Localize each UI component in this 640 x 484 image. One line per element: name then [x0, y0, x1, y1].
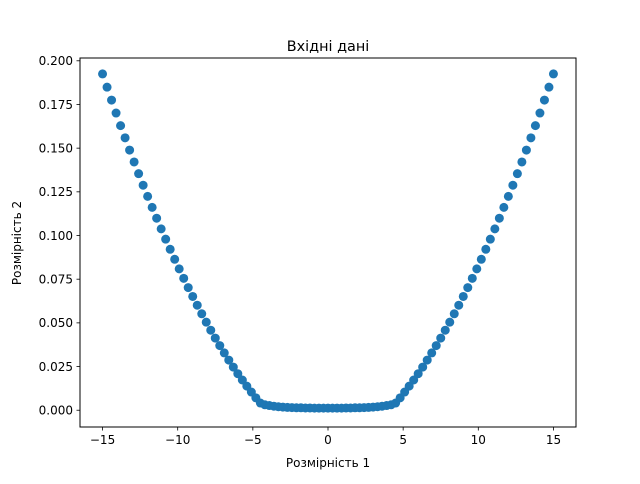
data-point [125, 145, 135, 155]
y-tick-label: 0.000 [39, 404, 73, 418]
y-axis-ticks: 0.000 0.025 0.050 0.075 0.100 0.125 0.150 0.175… [39, 54, 80, 418]
data-point [530, 121, 540, 131]
plot-area-frame [79, 57, 577, 428]
data-point [427, 348, 437, 358]
data-point [107, 95, 117, 105]
data-point [535, 108, 545, 118]
y-tick-label: 0.075 [39, 272, 73, 286]
data-point [481, 244, 491, 254]
data-point [219, 348, 229, 358]
data-point [512, 169, 522, 179]
data-point [445, 317, 455, 327]
y-tick-label: 0.125 [39, 185, 73, 199]
data-point [458, 291, 468, 301]
data-point [161, 234, 171, 244]
data-point [98, 69, 108, 79]
data-point [436, 333, 446, 343]
data-point [413, 369, 423, 379]
data-point [188, 291, 198, 301]
data-point [476, 254, 486, 264]
x-tick-label: 10 [471, 433, 486, 447]
chart-title: Вхідні дані [287, 39, 370, 55]
data-point [111, 108, 121, 118]
data-point [192, 300, 202, 310]
data-point [201, 317, 211, 327]
data-point [422, 355, 432, 365]
data-point [544, 82, 554, 92]
data-point [418, 362, 428, 372]
data-point [521, 145, 531, 155]
data-point [431, 341, 441, 351]
data-point [183, 283, 193, 293]
y-tick-label: 0.050 [39, 316, 73, 330]
data-point [120, 133, 130, 143]
y-tick-label: 0.025 [39, 360, 73, 374]
data-point [409, 375, 419, 385]
x-tick-label: −5 [244, 433, 262, 447]
data-point [179, 273, 189, 283]
data-point [224, 355, 234, 365]
data-point [152, 213, 162, 223]
data-point [215, 341, 225, 351]
data-point [485, 234, 495, 244]
data-point [503, 191, 513, 201]
data-point [233, 369, 243, 379]
x-tick-label: 5 [399, 433, 407, 447]
data-point [170, 254, 180, 264]
y-tick-label: 0.150 [39, 141, 73, 155]
data-point [206, 325, 216, 335]
data-point [156, 224, 166, 234]
data-point [548, 69, 558, 79]
x-axis-ticks: −15 −10 −5 0 5 10 15 [90, 427, 561, 447]
y-axis-label: Розмірність 2 [10, 201, 24, 285]
data-points [98, 69, 558, 413]
data-point [490, 224, 500, 234]
x-tick-label: −15 [90, 433, 115, 447]
data-point [449, 309, 459, 319]
data-point [210, 333, 220, 343]
data-point [134, 169, 144, 179]
data-point [138, 180, 148, 190]
x-tick-label: −10 [165, 433, 190, 447]
x-tick-label: 0 [324, 433, 332, 447]
y-tick-label: 0.100 [39, 229, 73, 243]
data-point [440, 325, 450, 335]
data-point [539, 95, 549, 105]
data-point [143, 191, 153, 201]
data-point [129, 157, 139, 167]
data-point [508, 180, 518, 190]
data-point [454, 300, 464, 310]
data-point [116, 121, 126, 131]
data-point [463, 283, 473, 293]
y-tick-label: 0.200 [39, 54, 73, 68]
data-point [102, 82, 112, 92]
data-point [499, 202, 509, 212]
data-point [228, 362, 238, 372]
data-point [526, 133, 536, 143]
data-point [174, 264, 184, 274]
data-point [494, 213, 504, 223]
data-point [467, 273, 477, 283]
data-point [197, 309, 207, 319]
data-point [165, 244, 175, 254]
data-point [147, 202, 157, 212]
x-tick-label: 15 [546, 433, 561, 447]
data-point [472, 264, 482, 274]
x-axis-label: Розмірність 1 [286, 456, 370, 470]
y-tick-label: 0.175 [39, 98, 73, 112]
data-point [517, 157, 527, 167]
